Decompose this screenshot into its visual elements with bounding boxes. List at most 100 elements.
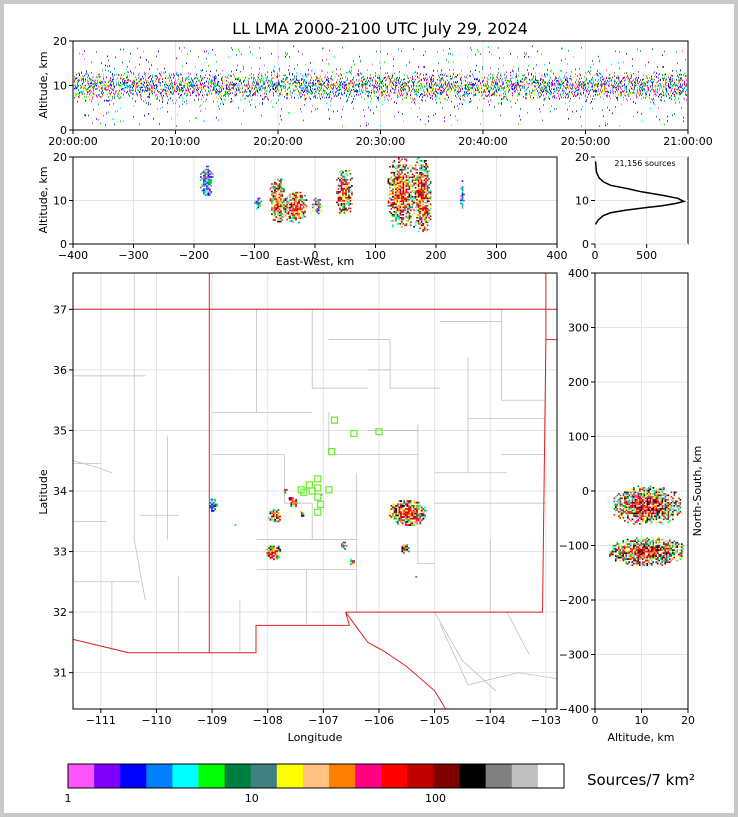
time-source-point (571, 91, 572, 94)
time-source-point (179, 105, 180, 108)
time-source-point (129, 86, 130, 89)
time-source-point (312, 92, 313, 95)
time-source-point (344, 85, 345, 87)
time-source-point (365, 85, 366, 88)
time-source-point (355, 74, 356, 76)
time-source-point (605, 90, 606, 93)
time-source-point (440, 91, 441, 94)
time-source-point (522, 78, 523, 80)
time-source-point (244, 97, 245, 100)
time-source-point (392, 82, 393, 85)
time-source-point (499, 79, 500, 81)
time-source-point (365, 90, 366, 93)
time-source-point (604, 85, 605, 88)
time-source-point (138, 89, 139, 92)
time-source-point (516, 87, 517, 89)
time-source-point (96, 94, 97, 97)
time-source-point (332, 79, 333, 82)
time-source-point (500, 85, 501, 87)
time-source-point (482, 110, 483, 112)
time-source-point (506, 77, 507, 79)
time-source-point (613, 84, 614, 87)
time-source-point (454, 76, 455, 79)
time-source-point (404, 74, 405, 77)
time-source-point (148, 88, 149, 91)
time-source-point (283, 87, 284, 90)
time-source-point (97, 76, 98, 79)
time-source-point (87, 73, 88, 75)
time-source-point (323, 47, 324, 50)
time-source-point (286, 92, 287, 95)
time-source-point (352, 85, 353, 88)
time-source-point (238, 106, 239, 109)
time-source-point (431, 96, 432, 99)
time-source-point (661, 93, 662, 95)
time-source-point (277, 72, 278, 75)
time-source-point (91, 84, 92, 87)
time-source-point (567, 63, 568, 65)
time-source-point (365, 88, 366, 91)
time-source-point (94, 80, 95, 83)
time-source-point (632, 80, 633, 82)
time-source-point (301, 95, 302, 98)
time-source-point (513, 87, 514, 90)
time-source-point (331, 77, 332, 80)
time-source-point (377, 76, 378, 79)
time-source-point (657, 66, 658, 68)
time-source-point (102, 90, 103, 92)
time-source-point (229, 86, 230, 89)
time-source-point (150, 75, 151, 77)
time-source-point (329, 94, 330, 97)
time-source-point (276, 102, 277, 105)
time-source-point (302, 83, 303, 86)
time-source-point (192, 92, 193, 94)
time-source-point (176, 86, 177, 89)
time-source-point (483, 78, 484, 81)
time-source-point (299, 81, 300, 84)
time-source-point (294, 77, 295, 80)
time-source-point (113, 89, 114, 92)
time-source-point (190, 73, 191, 76)
time-source-point (526, 97, 527, 100)
time-source-point (339, 80, 340, 83)
time-source-point (494, 93, 495, 96)
time-source-point (367, 69, 368, 72)
time-source-point (112, 97, 113, 100)
time-source-point (355, 98, 356, 100)
time-source-point (128, 79, 129, 81)
time-source-point (238, 87, 239, 89)
time-source-point (130, 86, 131, 89)
time-source-point (558, 90, 559, 92)
time-source-point (633, 90, 634, 93)
time-source-point (371, 79, 372, 82)
time-source-point (413, 82, 414, 85)
time-source-point (652, 78, 653, 80)
time-source-point (396, 102, 397, 105)
time-source-point (221, 76, 222, 78)
time-source-point (568, 117, 569, 120)
time-source-point (482, 66, 483, 68)
time-source-point (641, 88, 642, 91)
time-source-point (485, 94, 486, 97)
time-source-point (612, 90, 613, 92)
time-source-point (513, 65, 514, 68)
time-source-point (156, 78, 157, 80)
time-source-point (106, 85, 107, 88)
time-source-point (132, 81, 133, 84)
time-source-point (534, 85, 535, 88)
time-source-point (285, 83, 286, 86)
time-source-point (367, 94, 368, 97)
time-source-point (250, 95, 251, 98)
time-source-point (515, 77, 516, 80)
time-source-point (189, 119, 190, 122)
time-source-point (473, 74, 474, 77)
time-source-point (92, 121, 93, 124)
time-source-point (331, 82, 332, 85)
time-source-point (426, 85, 427, 88)
time-source-point (109, 80, 110, 82)
time-source-point (522, 85, 523, 88)
time-source-point (359, 75, 360, 78)
time-source-point (382, 82, 383, 85)
time-source-point (499, 81, 500, 83)
time-source-point (129, 90, 130, 93)
